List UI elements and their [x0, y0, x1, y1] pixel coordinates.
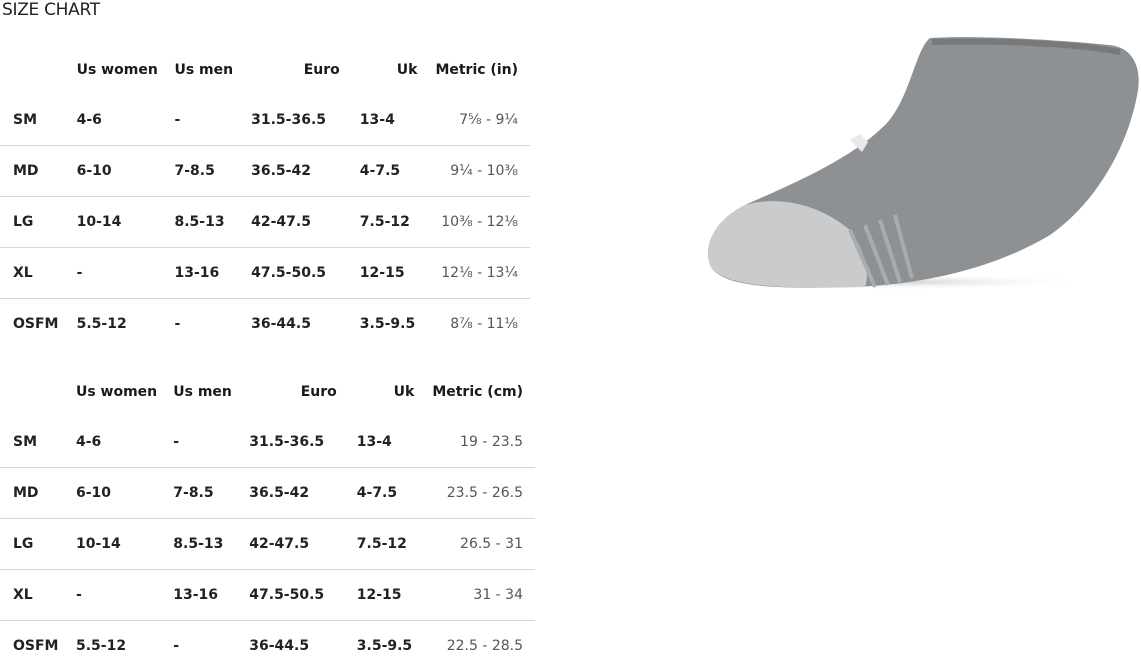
table-cell: 10-14: [76, 519, 173, 570]
table-cell: OSFM: [0, 621, 76, 671]
table-cell: 13-16: [173, 570, 249, 621]
table-cell: 4-6: [77, 95, 175, 146]
column-header: Us men: [173, 367, 249, 417]
table-cell: 13-16: [174, 248, 251, 299]
column-header: Us women: [77, 45, 175, 95]
column-header: Metric (cm): [414, 367, 535, 417]
table-cell: OSFM: [0, 299, 77, 350]
table-cell: 36-44.5: [251, 299, 360, 350]
table-cell: 13-4: [357, 417, 415, 468]
table-cell: 47.5-50.5: [251, 248, 360, 299]
table-cell: 47.5-50.5: [249, 570, 357, 621]
table-cell: -: [76, 570, 173, 621]
table-cell: -: [77, 248, 175, 299]
table-cell: 4-6: [76, 417, 173, 468]
table-cell: 7-8.5: [174, 146, 251, 197]
table-cell: 3.5-9.5: [357, 621, 415, 671]
table-cell: 8.5-13: [173, 519, 249, 570]
table-cell: 8⅞ - 11⅛: [417, 299, 530, 350]
table-cell: 22.5 - 28.5: [414, 621, 535, 671]
table-cell: 10-14: [77, 197, 175, 248]
table-cell: 26.5 - 31: [414, 519, 535, 570]
table-cell: 12-15: [360, 248, 418, 299]
table-cell: 36.5-42: [251, 146, 360, 197]
column-header: [0, 45, 77, 95]
column-header: Us women: [76, 367, 173, 417]
table-cell: -: [174, 299, 251, 350]
table-cell: 36-44.5: [249, 621, 357, 671]
table-cell: 4-7.5: [360, 146, 418, 197]
table-cell: 42-47.5: [249, 519, 357, 570]
table-cell: 36.5-42: [249, 468, 357, 519]
table-cell: 7.5-12: [360, 197, 418, 248]
table-cell: LG: [0, 197, 77, 248]
table-cell: MD: [0, 468, 76, 519]
table-cell: 10⅜ - 12⅛: [417, 197, 530, 248]
table-cell: LG: [0, 519, 76, 570]
table-cell: SM: [0, 95, 77, 146]
table-cell: XL: [0, 570, 76, 621]
column-header: [0, 367, 76, 417]
table-cell: 7⅝ - 9¼: [417, 95, 530, 146]
table-cell: -: [173, 621, 249, 671]
table-cell: 7-8.5: [173, 468, 249, 519]
column-header: Euro: [249, 367, 357, 417]
table-cell: 5.5-12: [76, 621, 173, 671]
table-cell: 42-47.5: [251, 197, 360, 248]
table-cell: 13-4: [360, 95, 418, 146]
table-cell: 12⅛ - 13¼: [417, 248, 530, 299]
page-title: SIZE CHART: [2, 0, 100, 20]
table-cell: 4-7.5: [357, 468, 415, 519]
table-cell: SM: [0, 417, 76, 468]
column-header: Uk: [360, 45, 418, 95]
table-cell: MD: [0, 146, 77, 197]
table-cell: 31 - 34: [414, 570, 535, 621]
column-header: Uk: [357, 367, 415, 417]
table-cell: 12-15: [357, 570, 415, 621]
column-header: Euro: [251, 45, 360, 95]
table-cell: 7.5-12: [357, 519, 415, 570]
table-cell: 31.5-36.5: [251, 95, 360, 146]
table-cell: -: [173, 417, 249, 468]
column-header: Metric (in): [417, 45, 530, 95]
table-cell: 9¼ - 10⅜: [417, 146, 530, 197]
table-cell: 5.5-12: [77, 299, 175, 350]
table-cell: 8.5-13: [174, 197, 251, 248]
column-header: Us men: [174, 45, 251, 95]
table-cell: 6-10: [77, 146, 175, 197]
table-cell: 31.5-36.5: [249, 417, 357, 468]
table-cell: XL: [0, 248, 77, 299]
table-cell: 23.5 - 26.5: [414, 468, 535, 519]
sock-product-image: [700, 30, 1141, 295]
table-cell: 6-10: [76, 468, 173, 519]
table-cell: 3.5-9.5: [360, 299, 418, 350]
table-cell: 19 - 23.5: [414, 417, 535, 468]
table-cell: -: [174, 95, 251, 146]
